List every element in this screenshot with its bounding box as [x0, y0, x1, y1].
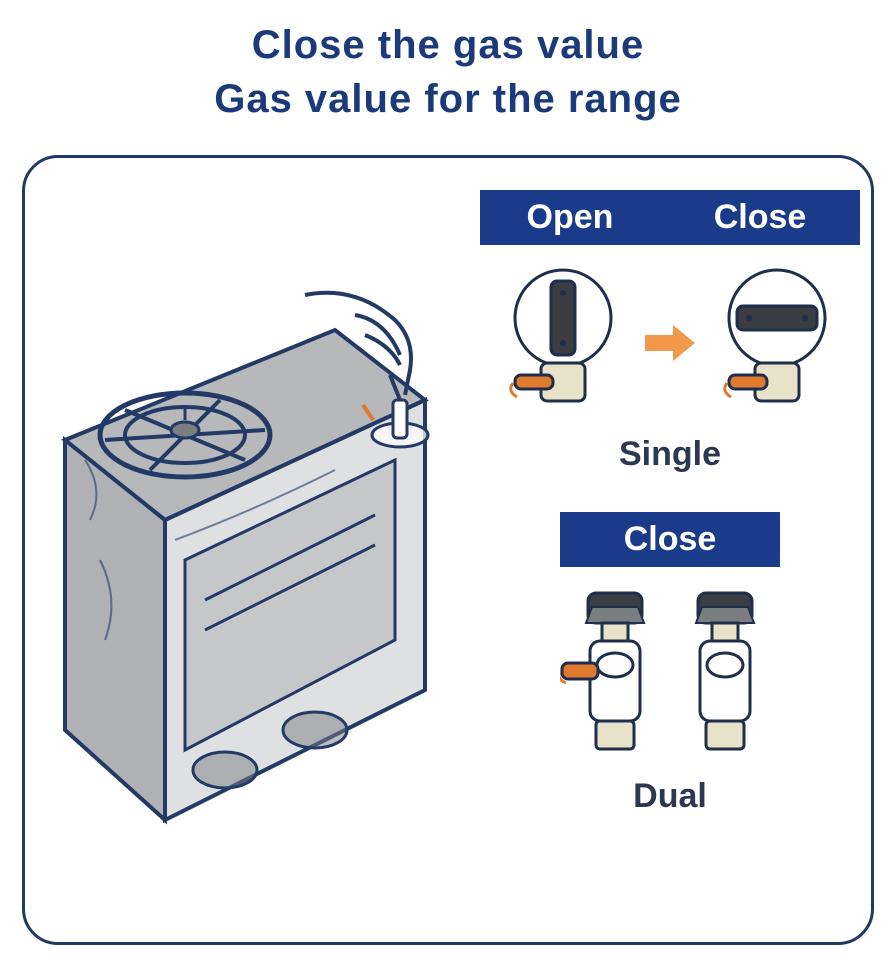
gas-stove-illustration	[55, 260, 435, 880]
dual-valve-left	[560, 585, 670, 765]
title-line-1: Close the gas value	[0, 18, 896, 72]
valve-open-illustration	[493, 263, 633, 423]
infographic-title: Close the gas value Gas value for the ra…	[0, 0, 896, 126]
close-badge-dual: Close	[560, 512, 780, 567]
dual-section: Close	[470, 512, 870, 816]
title-line-2: Gas value for the range	[0, 72, 896, 126]
dual-caption: Dual	[470, 777, 870, 816]
illustration-area: Open Close	[30, 170, 866, 940]
close-badge: Close	[660, 190, 860, 245]
dual-valve-row	[470, 585, 870, 765]
open-close-badge-row: Open Close	[470, 190, 870, 245]
single-valve-row	[470, 263, 870, 423]
dual-valve-right	[670, 585, 780, 765]
valve-instructions: Open Close	[470, 190, 870, 816]
valve-closed-illustration	[707, 263, 847, 423]
single-caption: Single	[470, 435, 870, 474]
open-badge: Open	[480, 190, 660, 245]
arrow-icon	[645, 325, 695, 361]
